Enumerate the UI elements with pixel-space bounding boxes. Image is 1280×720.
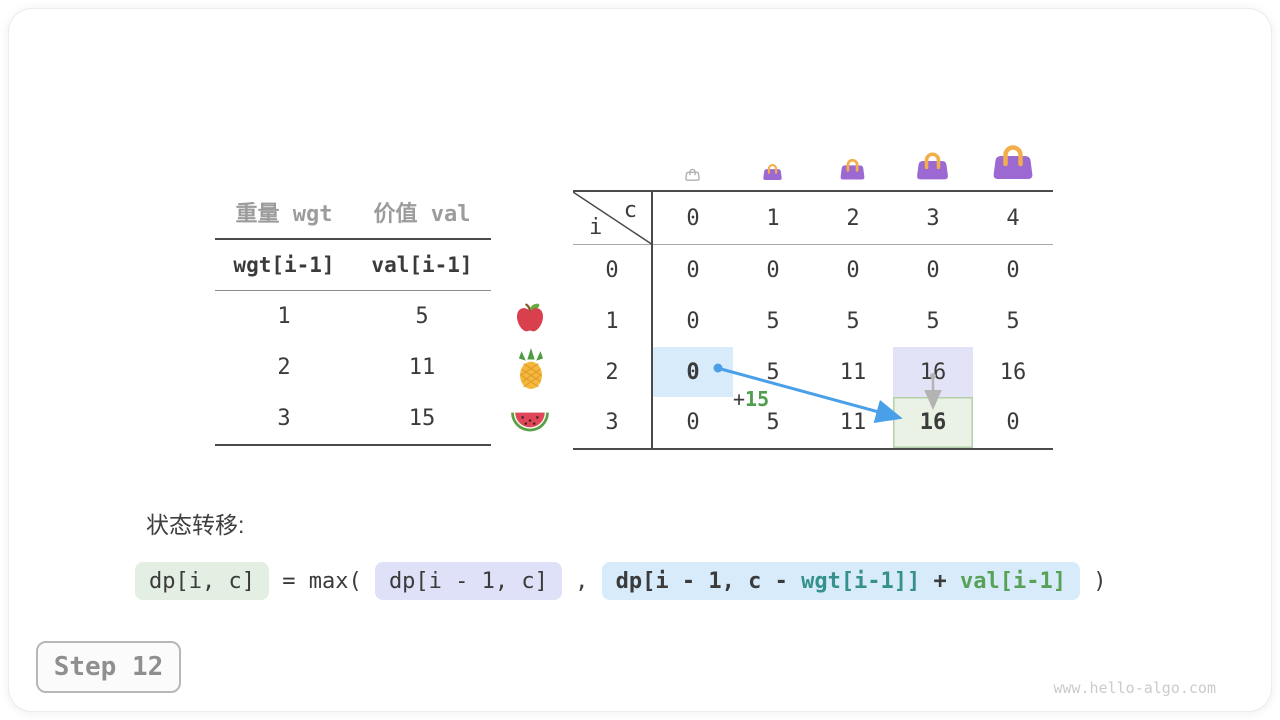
dp-cell: 5	[1006, 309, 1020, 334]
dp-row-header: 0	[573, 245, 653, 296]
dp-cell-current-highlight: 16	[893, 397, 973, 448]
bag-size-1-icon	[762, 162, 783, 186]
dp-row-header: 2	[573, 347, 653, 397]
dp-row-var: i	[589, 215, 603, 240]
items-table: 重量 wgt 价值 val wgt[i-1] val[i-1] 1 5 2 11…	[215, 186, 491, 446]
formula-take-pill: dp[i - 1, c - wgt[i-1]] + val[i-1]	[601, 562, 1081, 600]
take-wgt-term: wgt[i-1]]	[801, 568, 921, 594]
dp-col-header: 2	[813, 192, 893, 245]
formula-lhs-pill: dp[i, c]	[135, 562, 269, 600]
formula-keep-pill: dp[i - 1, c]	[374, 562, 562, 600]
dp-cell: 0	[766, 258, 780, 283]
take-prefix: dp[i - 1, c -	[615, 568, 802, 594]
dp-cell-pending: 0	[1006, 410, 1020, 435]
item-wgt: 1	[277, 304, 291, 329]
bag-size-2-icon	[839, 156, 866, 186]
apple-icon	[511, 299, 549, 342]
formula-separator: ,	[561, 568, 602, 594]
added-value: 15	[745, 387, 770, 411]
bag-size-4-icon	[991, 141, 1035, 186]
take-plus: +	[920, 568, 961, 594]
take-val-term: val[i-1]	[960, 568, 1067, 594]
dp-cell: 5	[766, 309, 780, 334]
dp-col-header: 1	[733, 192, 813, 245]
dp-col-header: 0	[653, 192, 733, 245]
bag-size-3-icon	[915, 149, 950, 186]
items-header-weight: 重量 wgt	[215, 186, 353, 240]
dp-col-header: 3	[893, 192, 973, 245]
item-val: 5	[415, 304, 429, 329]
step-badge: Step 12	[36, 641, 181, 693]
item-val: 15	[408, 406, 436, 431]
bag-empty-icon	[685, 167, 700, 186]
dp-cell: 0	[686, 309, 700, 334]
pineapple-icon	[513, 348, 549, 395]
corner-diagonal-line	[573, 192, 653, 245]
items-index-val: val[i-1]	[353, 240, 491, 291]
dp-cell: 5	[846, 309, 860, 334]
dp-corner-cell: c i	[573, 192, 653, 245]
item-wgt: 2	[277, 355, 291, 380]
dp-cell: 11	[839, 410, 867, 435]
formula-closing: )	[1080, 568, 1107, 594]
formula-equals: = max(	[268, 568, 375, 594]
dp-cell-compare-highlight: 16	[893, 347, 973, 397]
dp-cell: 0	[686, 258, 700, 283]
items-index-wgt: wgt[i-1]	[215, 240, 353, 291]
items-header-value: 价值 val	[353, 186, 491, 240]
state-transition-label: 状态转移:	[146, 512, 245, 538]
dp-table: c i 0 1 2 3 4 0 0 0 0 0 0 1 0 5 5 5 5 2 …	[573, 190, 1053, 450]
dp-col-var: c	[623, 198, 637, 223]
dp-cell: 0	[686, 410, 700, 435]
watermelon-icon	[509, 406, 551, 441]
dp-row-header: 3	[573, 397, 653, 448]
item-wgt: 3	[277, 406, 291, 431]
dp-cell: 11	[839, 359, 867, 385]
dp-cell: 0	[926, 258, 940, 283]
transition-formula: dp[i, c] = max( dp[i - 1, c] , dp[i - 1,…	[135, 562, 1107, 600]
dp-cell: 16	[999, 359, 1027, 385]
item-val: 11	[408, 355, 436, 380]
dp-cell: 5	[926, 309, 940, 334]
dp-cell-source-highlight: 0	[653, 347, 733, 397]
plus-sign: +	[733, 387, 746, 411]
dp-col-header: 4	[973, 192, 1053, 245]
dp-cell: 0	[1006, 258, 1020, 283]
dp-cell: 0	[846, 258, 860, 283]
add-value-annotation: +15	[733, 387, 769, 411]
watermark: www.hello-algo.com	[1053, 679, 1216, 697]
dp-row-header: 1	[573, 296, 653, 347]
